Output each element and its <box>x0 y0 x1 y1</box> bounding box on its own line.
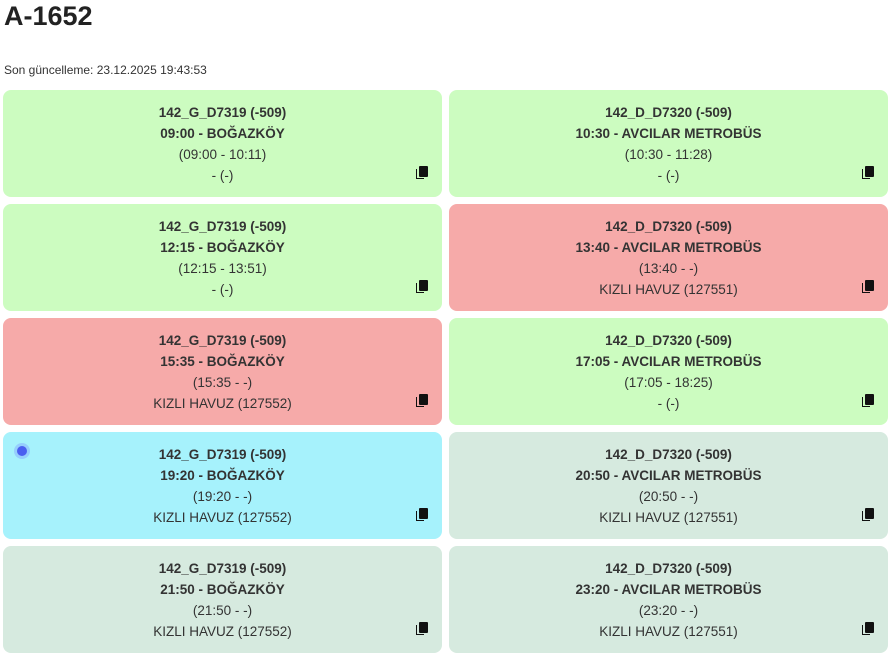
trip-card[interactable]: 142_D_D7320 (-509) 17:05 - AVCILAR METRO… <box>449 318 888 425</box>
trip-route: 142_D_D7320 (-509) <box>605 333 732 348</box>
trip-departure: 20:50 - AVCILAR METROBÜS <box>575 468 762 483</box>
trip-route: 142_D_D7320 (-509) <box>605 105 732 120</box>
copy-icon[interactable] <box>862 166 875 180</box>
trip-time-range: (23:20 - -) <box>638 603 699 618</box>
trip-time-range: (13:40 - -) <box>638 261 699 276</box>
trip-vehicle: KIZLI HAVUZ (127552) <box>153 624 292 639</box>
trip-route: 142_G_D7319 (-509) <box>158 219 287 234</box>
trip-vehicle: KIZLI HAVUZ (127551) <box>599 624 738 639</box>
trip-time-range: (09:00 - 10:11) <box>178 147 267 162</box>
trip-grid: 142_G_D7319 (-509) 09:00 - BOĞAZKÖY (09:… <box>3 90 888 653</box>
trip-vehicle: KIZLI HAVUZ (127551) <box>599 282 738 297</box>
copy-icon[interactable] <box>416 508 429 522</box>
trip-time-range: (10:30 - 11:28) <box>624 147 713 162</box>
trip-card[interactable]: 142_D_D7320 (-509) 13:40 - AVCILAR METRO… <box>449 204 888 311</box>
trip-departure: 23:20 - AVCILAR METROBÜS <box>575 582 762 597</box>
copy-icon[interactable] <box>862 280 875 294</box>
copy-icon[interactable] <box>862 622 875 636</box>
trip-departure: 17:05 - AVCILAR METROBÜS <box>575 354 762 369</box>
trip-vehicle: KIZLI HAVUZ (127552) <box>153 396 292 411</box>
copy-icon[interactable] <box>862 508 875 522</box>
trip-departure: 12:15 - BOĞAZKÖY <box>160 240 285 255</box>
last-update-text: Son güncelleme: 23.12.2025 19:43:53 <box>4 63 207 77</box>
copy-icon[interactable] <box>862 394 875 408</box>
trip-time-range: (12:15 - 13:51) <box>178 261 267 276</box>
trip-time-range: (21:50 - -) <box>192 603 253 618</box>
trip-card[interactable]: 142_G_D7319 (-509) 12:15 - BOĞAZKÖY (12:… <box>3 204 442 311</box>
page-title: A-1652 <box>4 1 93 31</box>
trip-card[interactable]: 142_D_D7320 (-509) 23:20 - AVCILAR METRO… <box>449 546 888 653</box>
copy-icon[interactable] <box>416 280 429 294</box>
trip-route: 142_G_D7319 (-509) <box>158 333 287 348</box>
trip-departure: 09:00 - BOĞAZKÖY <box>160 126 285 141</box>
trip-departure: 13:40 - AVCILAR METROBÜS <box>575 240 762 255</box>
trip-card[interactable]: 142_G_D7319 (-509) 09:00 - BOĞAZKÖY (09:… <box>3 90 442 197</box>
trip-card[interactable]: 142_G_D7319 (-509) 15:35 - BOĞAZKÖY (15:… <box>3 318 442 425</box>
trip-route: 142_D_D7320 (-509) <box>605 561 732 576</box>
trip-time-range: (17:05 - 18:25) <box>624 375 713 390</box>
copy-icon[interactable] <box>416 394 429 408</box>
trip-route: 142_G_D7319 (-509) <box>158 105 287 120</box>
trip-route: 142_D_D7320 (-509) <box>605 447 732 462</box>
trip-vehicle: - (-) <box>657 396 680 411</box>
trip-card[interactable]: 142_G_D7319 (-509) 21:50 - BOĞAZKÖY (21:… <box>3 546 442 653</box>
trip-vehicle: - (-) <box>211 282 234 297</box>
copy-icon[interactable] <box>416 166 429 180</box>
trip-time-range: (20:50 - -) <box>638 489 699 504</box>
trip-vehicle: KIZLI HAVUZ (127552) <box>153 510 292 525</box>
trip-departure: 19:20 - BOĞAZKÖY <box>160 468 285 483</box>
trip-departure: 15:35 - BOĞAZKÖY <box>160 354 285 369</box>
trip-vehicle: - (-) <box>657 168 680 183</box>
trip-route: 142_D_D7320 (-509) <box>605 219 732 234</box>
trip-route: 142_G_D7319 (-509) <box>158 447 287 462</box>
trip-time-range: (19:20 - -) <box>192 489 253 504</box>
trip-route: 142_G_D7319 (-509) <box>158 561 287 576</box>
trip-card[interactable]: 142_D_D7320 (-509) 20:50 - AVCILAR METRO… <box>449 432 888 539</box>
live-dot-icon <box>17 446 27 456</box>
copy-icon[interactable] <box>416 622 429 636</box>
trip-vehicle: KIZLI HAVUZ (127551) <box>599 510 738 525</box>
trip-departure: 10:30 - AVCILAR METROBÜS <box>575 126 762 141</box>
trip-card[interactable]: 142_D_D7320 (-509) 10:30 - AVCILAR METRO… <box>449 90 888 197</box>
trip-time-range: (15:35 - -) <box>192 375 253 390</box>
trip-vehicle: - (-) <box>211 168 234 183</box>
trip-departure: 21:50 - BOĞAZKÖY <box>160 582 285 597</box>
trip-card[interactable]: 142_G_D7319 (-509) 19:20 - BOĞAZKÖY (19:… <box>3 432 442 539</box>
